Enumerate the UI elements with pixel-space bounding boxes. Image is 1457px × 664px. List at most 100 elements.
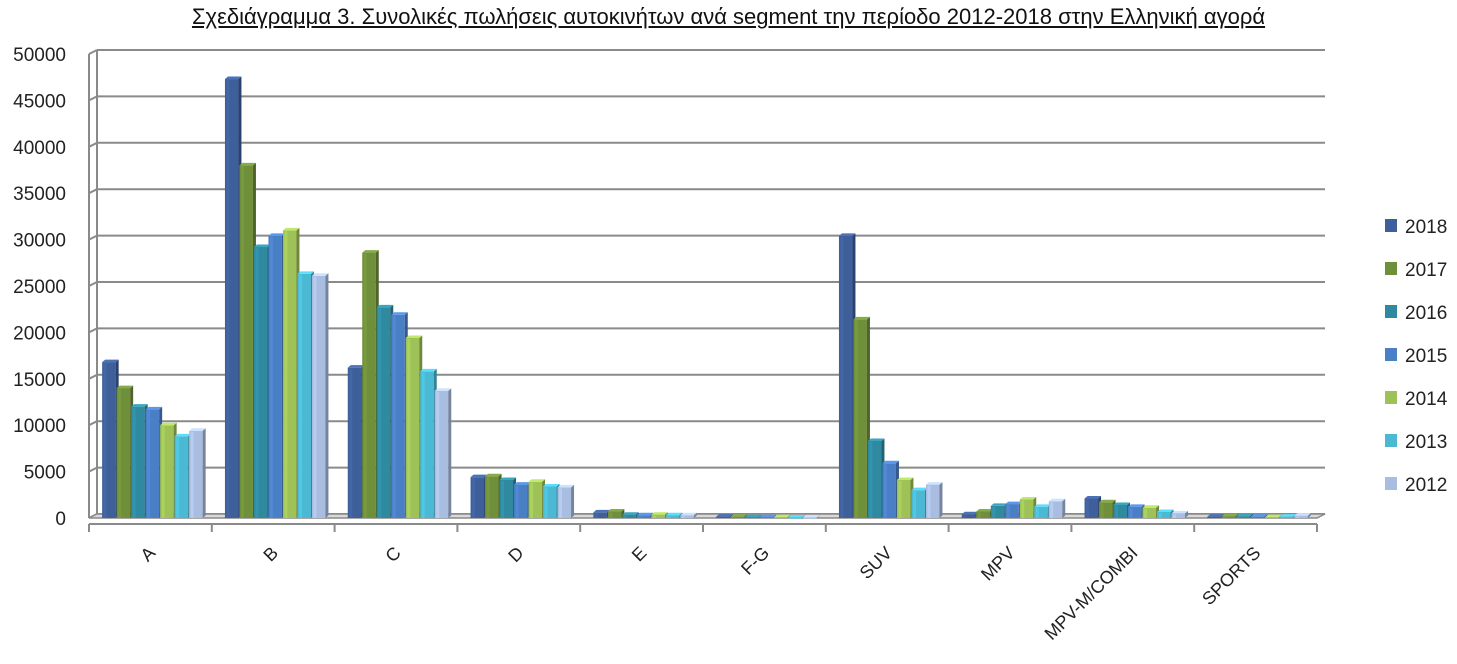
bar-top: [514, 482, 531, 485]
bar: [420, 368, 437, 518]
bar-highlight: [147, 410, 151, 518]
bar-top: [1265, 514, 1282, 518]
bar-highlight: [240, 166, 244, 519]
bar: [405, 335, 423, 518]
legend-swatch: [1385, 262, 1397, 275]
legend-item: 2013: [1385, 432, 1447, 453]
bar-top: [131, 404, 148, 407]
bar-top: [1221, 513, 1239, 517]
y-tick-label: 50000: [13, 45, 66, 66]
bar-top: [1099, 499, 1116, 503]
bar-highlight: [963, 515, 967, 518]
bar-front: [1294, 515, 1308, 518]
bar: [622, 512, 639, 518]
bar-top: [528, 479, 546, 482]
y-tick-label: 35000: [13, 184, 66, 205]
bar: [239, 162, 256, 519]
bar-highlight: [883, 464, 887, 518]
bar-front: [759, 517, 774, 519]
bar: [774, 514, 791, 519]
y-tick-label: 30000: [13, 231, 66, 252]
bar-highlight: [667, 516, 671, 518]
bar: [470, 474, 488, 518]
y-tick-label: 45000: [13, 91, 66, 112]
bar-top: [268, 233, 285, 236]
bar-highlight: [472, 478, 476, 518]
bar-highlight: [407, 338, 411, 518]
bar-top: [730, 514, 748, 517]
bar-front: [607, 511, 622, 518]
bar-top: [485, 473, 502, 477]
bar-highlight: [840, 236, 844, 518]
bar-front: [730, 516, 745, 518]
bar: [990, 503, 1008, 518]
legend-label: 2015: [1405, 346, 1447, 367]
bar-highlight: [594, 513, 598, 518]
bar-highlight: [559, 488, 563, 518]
gridline-depth: [88, 420, 98, 427]
bar-highlight: [992, 506, 996, 518]
bar: [925, 482, 943, 518]
bar-top: [145, 406, 163, 410]
bar-top: [1294, 513, 1311, 516]
bar-front: [1221, 516, 1236, 518]
bar: [347, 365, 365, 518]
bar: [636, 512, 654, 518]
bar-side: [758, 514, 762, 518]
bar-front: [976, 511, 990, 518]
bar-highlight: [1237, 517, 1241, 518]
bar: [911, 487, 928, 518]
bar-top: [1113, 502, 1131, 506]
bar-highlight: [1100, 503, 1104, 518]
bar-top: [1250, 514, 1268, 517]
bar: [160, 422, 177, 518]
bar-side: [1185, 510, 1189, 518]
bar-side: [939, 482, 943, 518]
bar-highlight: [1086, 499, 1090, 518]
bar-top: [882, 460, 899, 464]
bar-top: [853, 316, 870, 320]
bar: [543, 483, 560, 518]
bar-front: [1265, 517, 1279, 519]
bar-top: [788, 515, 806, 518]
bar: [1279, 514, 1297, 518]
bar-highlight: [118, 389, 122, 518]
bar-front: [680, 515, 694, 518]
bar: [1294, 513, 1311, 518]
bar: [145, 406, 163, 518]
bar-front: [803, 517, 817, 519]
bar-front: [1279, 516, 1294, 518]
bar-top: [774, 514, 791, 518]
bar: [1236, 513, 1253, 518]
bar: [961, 511, 979, 518]
bar-highlight: [1129, 507, 1133, 518]
bar-top: [759, 514, 777, 518]
bar-highlight: [652, 515, 656, 518]
gridline-depth: [88, 234, 98, 241]
bar-top: [803, 515, 820, 518]
gridline-depth: [88, 95, 98, 102]
x-category-label: E: [628, 543, 651, 566]
bar: [514, 482, 531, 518]
gridline-depth: [88, 466, 98, 473]
bar-top: [1128, 504, 1145, 507]
bar-top: [976, 509, 993, 512]
bar: [485, 473, 502, 518]
bar: [1171, 510, 1189, 518]
bar-top: [593, 509, 610, 513]
bar-side: [729, 514, 733, 518]
bar-top: [651, 512, 668, 515]
bar: [189, 428, 206, 518]
bar-side: [773, 514, 777, 518]
bar-top: [347, 365, 365, 368]
bar-highlight: [298, 274, 302, 518]
bar-front: [1128, 506, 1142, 518]
bar-highlight: [486, 477, 490, 518]
chart-title: Σχεδιάγραμμα 3. Συνολικές πωλήσεις αυτοκ…: [191, 4, 1266, 29]
bar: [282, 227, 300, 518]
bar: [1034, 504, 1051, 518]
bar: [665, 512, 683, 518]
bar-top: [174, 433, 192, 437]
bar-top: [102, 359, 119, 363]
